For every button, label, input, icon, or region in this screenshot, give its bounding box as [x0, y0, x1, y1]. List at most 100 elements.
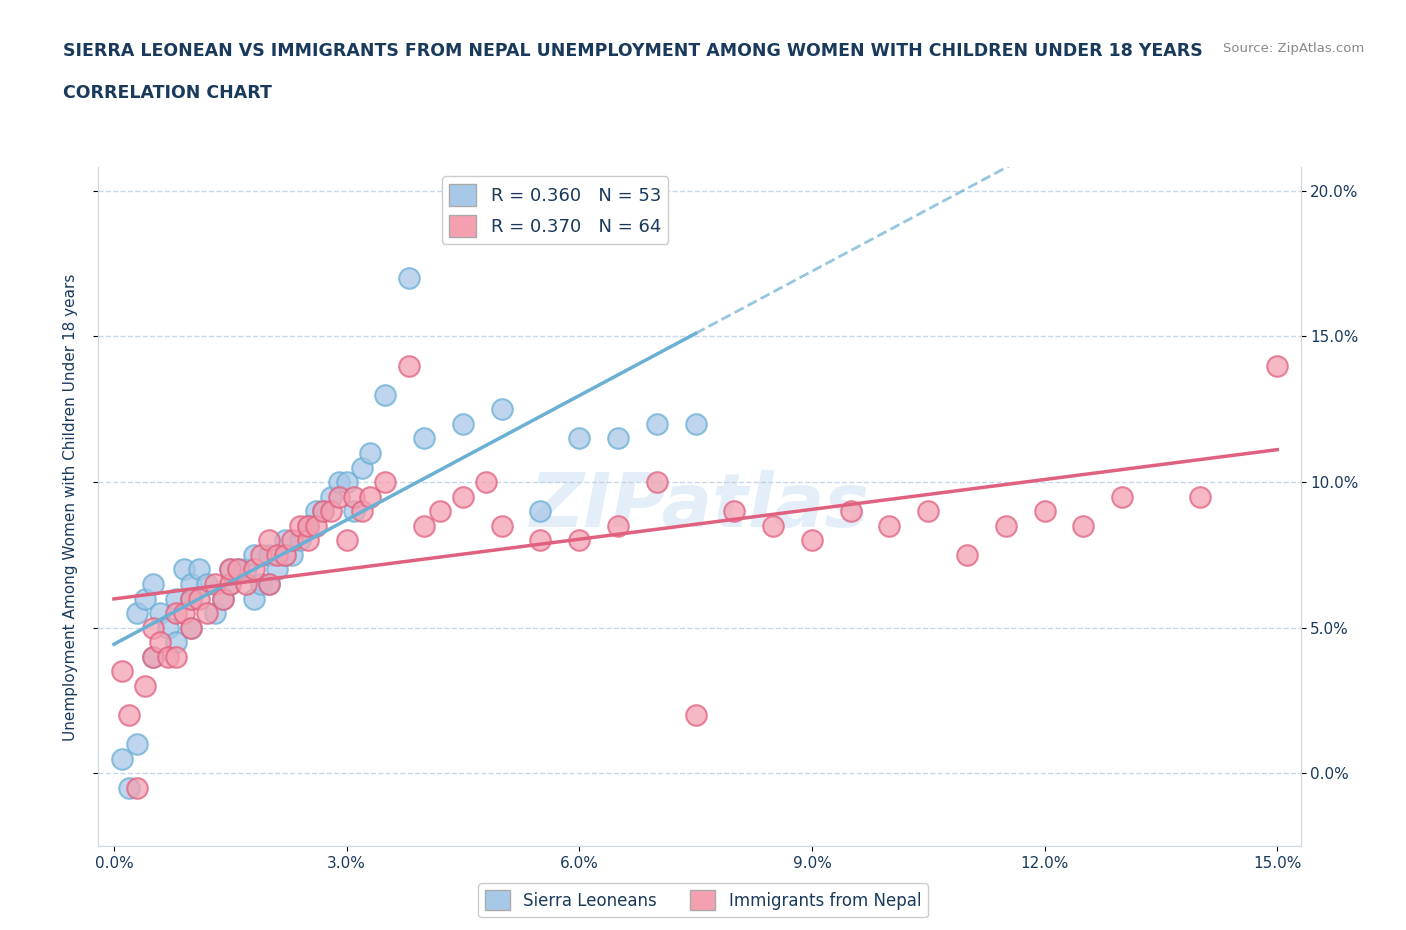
- Point: [607, 518, 630, 533]
- Point: [235, 577, 257, 591]
- Point: [149, 635, 172, 650]
- Point: [219, 562, 242, 577]
- Point: [242, 591, 264, 606]
- Point: [1265, 358, 1288, 373]
- Point: [127, 780, 149, 795]
- Point: [343, 489, 366, 504]
- Point: [266, 548, 288, 563]
- Legend: Sierra Leoneans, Immigrants from Nepal: Sierra Leoneans, Immigrants from Nepal: [478, 884, 928, 917]
- Point: [413, 431, 436, 445]
- Point: [994, 518, 1017, 533]
- Point: [142, 620, 165, 635]
- Point: [645, 417, 668, 432]
- Text: SIERRA LEONEAN VS IMMIGRANTS FROM NEPAL UNEMPLOYMENT AMONG WOMEN WITH CHILDREN U: SIERRA LEONEAN VS IMMIGRANTS FROM NEPAL …: [63, 42, 1204, 60]
- Point: [219, 577, 242, 591]
- Point: [257, 577, 280, 591]
- Point: [413, 518, 436, 533]
- Point: [328, 474, 350, 489]
- Point: [685, 708, 707, 723]
- Point: [142, 577, 165, 591]
- Point: [250, 548, 273, 563]
- Point: [1188, 489, 1211, 504]
- Point: [304, 504, 326, 519]
- Point: [568, 431, 591, 445]
- Point: [429, 504, 451, 519]
- Point: [149, 605, 172, 620]
- Point: [281, 548, 304, 563]
- Point: [118, 780, 141, 795]
- Point: [211, 591, 233, 606]
- Point: [352, 504, 374, 519]
- Point: [491, 402, 513, 417]
- Point: [195, 577, 218, 591]
- Point: [204, 605, 226, 620]
- Point: [127, 605, 149, 620]
- Point: [288, 533, 311, 548]
- Point: [297, 518, 319, 533]
- Point: [180, 620, 202, 635]
- Point: [242, 548, 264, 563]
- Point: [297, 533, 319, 548]
- Point: [226, 562, 249, 577]
- Point: [319, 504, 342, 519]
- Point: [1033, 504, 1056, 519]
- Point: [157, 649, 180, 664]
- Point: [288, 518, 311, 533]
- Point: [304, 518, 326, 533]
- Point: [297, 518, 319, 533]
- Point: [134, 679, 156, 694]
- Point: [180, 620, 202, 635]
- Point: [273, 548, 295, 563]
- Point: [111, 664, 134, 679]
- Point: [312, 504, 335, 519]
- Point: [336, 474, 359, 489]
- Point: [359, 489, 381, 504]
- Point: [165, 591, 187, 606]
- Point: [127, 737, 149, 751]
- Point: [800, 533, 823, 548]
- Point: [451, 489, 474, 504]
- Point: [607, 431, 630, 445]
- Point: [685, 417, 707, 432]
- Point: [529, 533, 551, 548]
- Point: [173, 605, 195, 620]
- Point: [273, 533, 295, 548]
- Point: [226, 562, 249, 577]
- Point: [451, 417, 474, 432]
- Point: [491, 518, 513, 533]
- Point: [188, 562, 211, 577]
- Point: [1111, 489, 1133, 504]
- Point: [235, 562, 257, 577]
- Point: [118, 708, 141, 723]
- Point: [180, 591, 202, 606]
- Point: [319, 489, 342, 504]
- Point: [180, 577, 202, 591]
- Point: [475, 474, 498, 489]
- Point: [917, 504, 939, 519]
- Point: [165, 605, 187, 620]
- Point: [312, 504, 335, 519]
- Point: [529, 504, 551, 519]
- Point: [142, 649, 165, 664]
- Point: [257, 533, 280, 548]
- Y-axis label: Unemployment Among Women with Children Under 18 years: Unemployment Among Women with Children U…: [63, 273, 77, 740]
- Point: [328, 489, 350, 504]
- Point: [723, 504, 745, 519]
- Point: [165, 635, 187, 650]
- Point: [343, 504, 366, 519]
- Point: [359, 445, 381, 460]
- Point: [273, 548, 295, 563]
- Point: [257, 577, 280, 591]
- Point: [142, 649, 165, 664]
- Point: [180, 591, 202, 606]
- Point: [568, 533, 591, 548]
- Point: [257, 548, 280, 563]
- Point: [188, 591, 211, 606]
- Point: [173, 562, 195, 577]
- Point: [219, 562, 242, 577]
- Text: Source: ZipAtlas.com: Source: ZipAtlas.com: [1223, 42, 1364, 55]
- Point: [111, 751, 134, 766]
- Point: [195, 605, 218, 620]
- Point: [839, 504, 862, 519]
- Point: [1073, 518, 1095, 533]
